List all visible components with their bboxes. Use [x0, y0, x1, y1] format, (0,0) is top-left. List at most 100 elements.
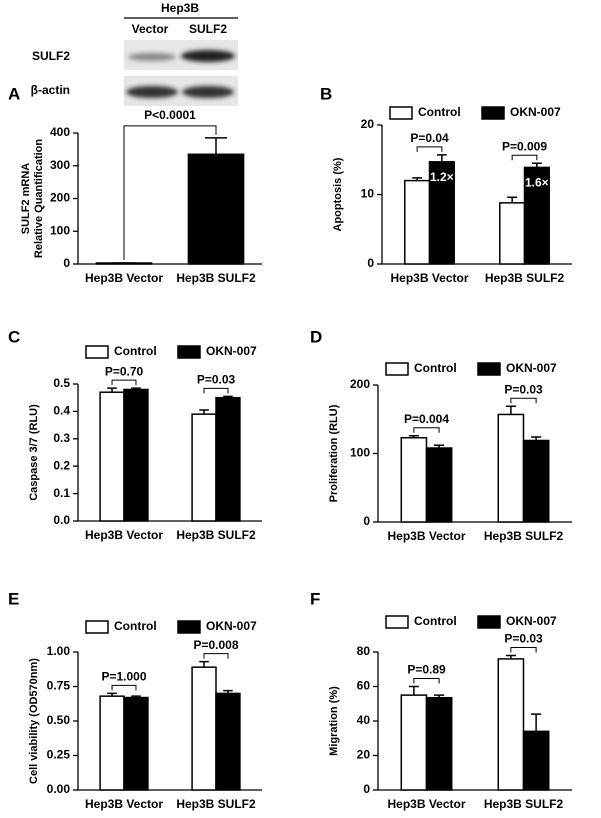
x-tick-label: Hep3B SULF2	[484, 529, 564, 543]
bracket	[413, 678, 440, 684]
blot-lane: SULF2	[189, 22, 227, 36]
legend-label: OKN-007	[206, 344, 257, 358]
bar	[215, 692, 241, 791]
error-bar	[531, 162, 542, 168]
bar	[404, 179, 431, 265]
y-tick-label: 0	[363, 782, 370, 796]
y-axis-label: Cell viability (OD570nm)	[28, 658, 40, 784]
y-tick-label: 200	[50, 191, 70, 205]
band	[182, 86, 234, 98]
bracket	[203, 653, 229, 659]
error-bar	[199, 409, 209, 415]
p-value: P=0.03	[197, 373, 236, 387]
p-value: P=0.70	[105, 364, 144, 378]
legend-swatch	[385, 362, 409, 376]
legend-label: Control	[414, 614, 457, 628]
y-tick-label: 0.25	[47, 748, 71, 762]
bar-label: 1.6×	[525, 176, 549, 190]
error-bar	[408, 685, 419, 696]
bracket	[511, 154, 538, 161]
y-axis-label: Migration (%)	[328, 686, 340, 756]
bracket	[413, 427, 440, 433]
y-tick-label: 0.5	[53, 376, 70, 390]
legend-swatch	[85, 345, 109, 359]
bracket	[111, 379, 137, 386]
p-value: P=0.04	[410, 131, 449, 145]
p-value: P=0.03	[504, 382, 543, 396]
p-value: P=0.004	[404, 412, 449, 426]
panel-letter: B	[320, 84, 332, 103]
y-tick-label: 20	[361, 117, 375, 131]
bar	[497, 658, 525, 791]
legend-swatch	[385, 615, 409, 629]
legend-label: OKN-007	[510, 105, 561, 119]
error-bar	[131, 387, 141, 390]
error-bar	[223, 395, 233, 398]
bar	[499, 202, 526, 265]
p-value: P=0.03	[504, 632, 543, 646]
error-bar	[107, 692, 117, 697]
bar	[425, 696, 453, 791]
legend-swatch	[177, 620, 201, 634]
error-bar	[223, 689, 233, 694]
bar	[522, 439, 550, 523]
bracket	[416, 146, 443, 152]
p-value: P=1.000	[101, 670, 146, 684]
p-value: P=0.009	[502, 139, 547, 153]
error-bar	[505, 405, 516, 415]
legend-label: Control	[414, 361, 457, 375]
band	[181, 50, 235, 62]
legend-label: OKN-007	[506, 361, 557, 375]
panel-letter: F	[310, 589, 320, 608]
error-bar	[505, 654, 516, 659]
y-tick-label: 0.00	[47, 782, 71, 796]
legend-swatch	[177, 345, 201, 359]
y-axis-label: SULF2 mRNA	[20, 163, 32, 235]
y-tick-label: 0.3	[53, 431, 70, 445]
error-bar	[434, 444, 445, 449]
panel-letter: A	[8, 84, 20, 103]
blot-lane: Vector	[132, 22, 169, 36]
y-tick-label: 100	[50, 223, 70, 237]
y-tick-label: 80	[357, 644, 371, 658]
panel-letter: D	[310, 327, 322, 346]
blot-title: Hep3B	[161, 1, 199, 15]
x-tick-label: Hep3B Vector	[387, 797, 465, 811]
legend-label: OKN-007	[506, 614, 557, 628]
x-tick-label: Hep3B SULF2	[484, 797, 564, 811]
y-tick-label: 0.4	[53, 404, 70, 418]
bar	[123, 696, 149, 791]
error-bar	[408, 434, 419, 438]
error-bar	[436, 154, 447, 162]
error-bar	[412, 177, 423, 181]
x-tick-label: Hep3B SULF2	[176, 528, 256, 542]
y-tick-label: 10	[361, 187, 375, 201]
error-bar	[434, 694, 445, 698]
legend-label: OKN-007	[206, 619, 257, 633]
y-tick-label: 1.00	[47, 644, 71, 658]
y-tick-label: 0.50	[47, 713, 71, 727]
legend-swatch	[477, 362, 501, 376]
legend-swatch	[481, 106, 505, 120]
y-tick-label: 100	[350, 446, 370, 460]
p-value: P<0.0001	[144, 108, 196, 122]
p-value: P=0.89	[407, 663, 446, 677]
bar	[425, 447, 453, 523]
blot-row: β-actin	[31, 83, 70, 97]
legend-label: Control	[114, 619, 157, 633]
bar	[187, 153, 245, 265]
band	[128, 53, 176, 61]
y-tick-label: 0.75	[47, 679, 71, 693]
legend-label: Control	[114, 344, 157, 358]
bar	[215, 396, 241, 522]
bar	[123, 388, 149, 522]
error-bar	[531, 436, 542, 441]
bracket	[203, 387, 229, 394]
bracket	[510, 397, 537, 404]
x-tick-label: Hep3B SULF2	[485, 271, 565, 285]
y-tick-label: 300	[50, 158, 70, 172]
x-tick-label: Hep3B Vector	[85, 528, 163, 542]
y-tick-label: 400	[50, 125, 70, 139]
bracket	[123, 125, 217, 261]
blot-row: SULF2	[32, 49, 70, 63]
